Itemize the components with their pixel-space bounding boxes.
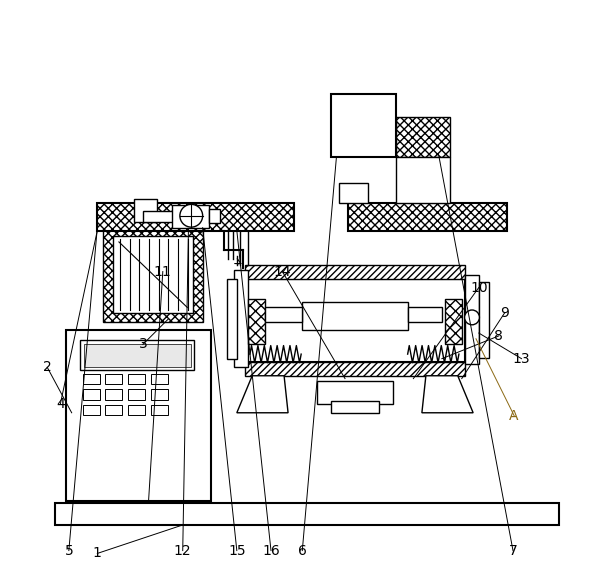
Bar — [55, 503, 559, 525]
Bar — [97, 203, 294, 231]
Text: 11: 11 — [154, 264, 172, 278]
Circle shape — [464, 310, 479, 325]
Text: 4: 4 — [56, 397, 65, 411]
Text: 7: 7 — [509, 543, 517, 558]
Bar — [209, 209, 220, 223]
Bar — [105, 389, 123, 400]
Bar — [245, 279, 464, 362]
Bar — [331, 94, 396, 156]
Bar — [245, 264, 464, 279]
Bar — [396, 156, 450, 203]
Bar — [105, 374, 123, 384]
Bar — [83, 374, 100, 384]
Bar — [134, 199, 157, 222]
Polygon shape — [237, 376, 288, 413]
Bar — [479, 282, 489, 358]
Bar — [464, 275, 479, 365]
Bar — [80, 340, 194, 370]
Bar — [151, 389, 168, 400]
Bar — [66, 330, 211, 501]
Text: A: A — [509, 409, 519, 423]
Text: 1: 1 — [93, 546, 102, 561]
Bar — [105, 405, 123, 415]
Bar — [84, 344, 191, 367]
Text: 10: 10 — [470, 281, 488, 294]
Bar — [172, 205, 209, 228]
Bar — [445, 299, 462, 344]
Bar — [143, 210, 174, 222]
Text: 16: 16 — [262, 543, 280, 558]
Bar — [83, 389, 100, 400]
Polygon shape — [422, 376, 473, 413]
Bar — [396, 117, 450, 156]
Bar — [265, 308, 302, 321]
Text: 14: 14 — [274, 264, 291, 278]
Text: 5: 5 — [65, 543, 73, 558]
Bar — [151, 374, 168, 384]
Bar — [83, 405, 100, 415]
Bar — [227, 279, 237, 359]
Bar — [302, 302, 408, 330]
Bar — [408, 308, 442, 321]
Bar — [113, 236, 193, 313]
Text: 15: 15 — [228, 543, 246, 558]
Bar — [234, 270, 248, 367]
Bar — [317, 381, 394, 404]
Text: 13: 13 — [513, 352, 530, 366]
Bar — [331, 401, 379, 413]
Bar — [128, 405, 145, 415]
Bar — [128, 374, 145, 384]
Text: 3: 3 — [139, 338, 147, 351]
Text: 2: 2 — [43, 360, 52, 374]
Bar — [128, 389, 145, 400]
Bar — [245, 362, 464, 376]
Bar — [339, 183, 368, 203]
Bar — [248, 299, 265, 344]
Bar — [348, 203, 508, 231]
Bar — [151, 405, 168, 415]
Text: 12: 12 — [174, 543, 192, 558]
Text: 9: 9 — [500, 306, 509, 320]
Bar — [103, 222, 203, 321]
Circle shape — [180, 204, 203, 227]
Text: 6: 6 — [298, 543, 307, 558]
Text: 8: 8 — [494, 329, 503, 343]
